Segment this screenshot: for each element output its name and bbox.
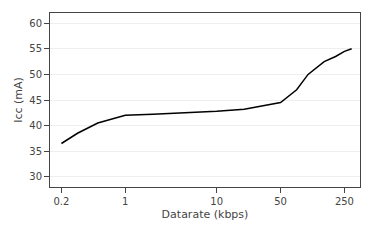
svg-text:10: 10 [210,196,223,207]
svg-text:40: 40 [29,120,42,131]
svg-text:Icc (mA): Icc (mA) [12,77,25,123]
svg-text:35: 35 [29,146,42,157]
svg-text:50: 50 [274,196,287,207]
svg-text:55: 55 [29,43,42,54]
svg-text:1: 1 [122,196,128,207]
svg-text:45: 45 [29,95,42,106]
svg-text:0.2: 0.2 [53,196,69,207]
svg-text:50: 50 [29,69,42,80]
svg-text:60: 60 [29,18,42,29]
svg-text:Datarate (kbps): Datarate (kbps) [162,208,249,221]
svg-text:30: 30 [29,171,42,182]
svg-text:250: 250 [335,196,354,207]
